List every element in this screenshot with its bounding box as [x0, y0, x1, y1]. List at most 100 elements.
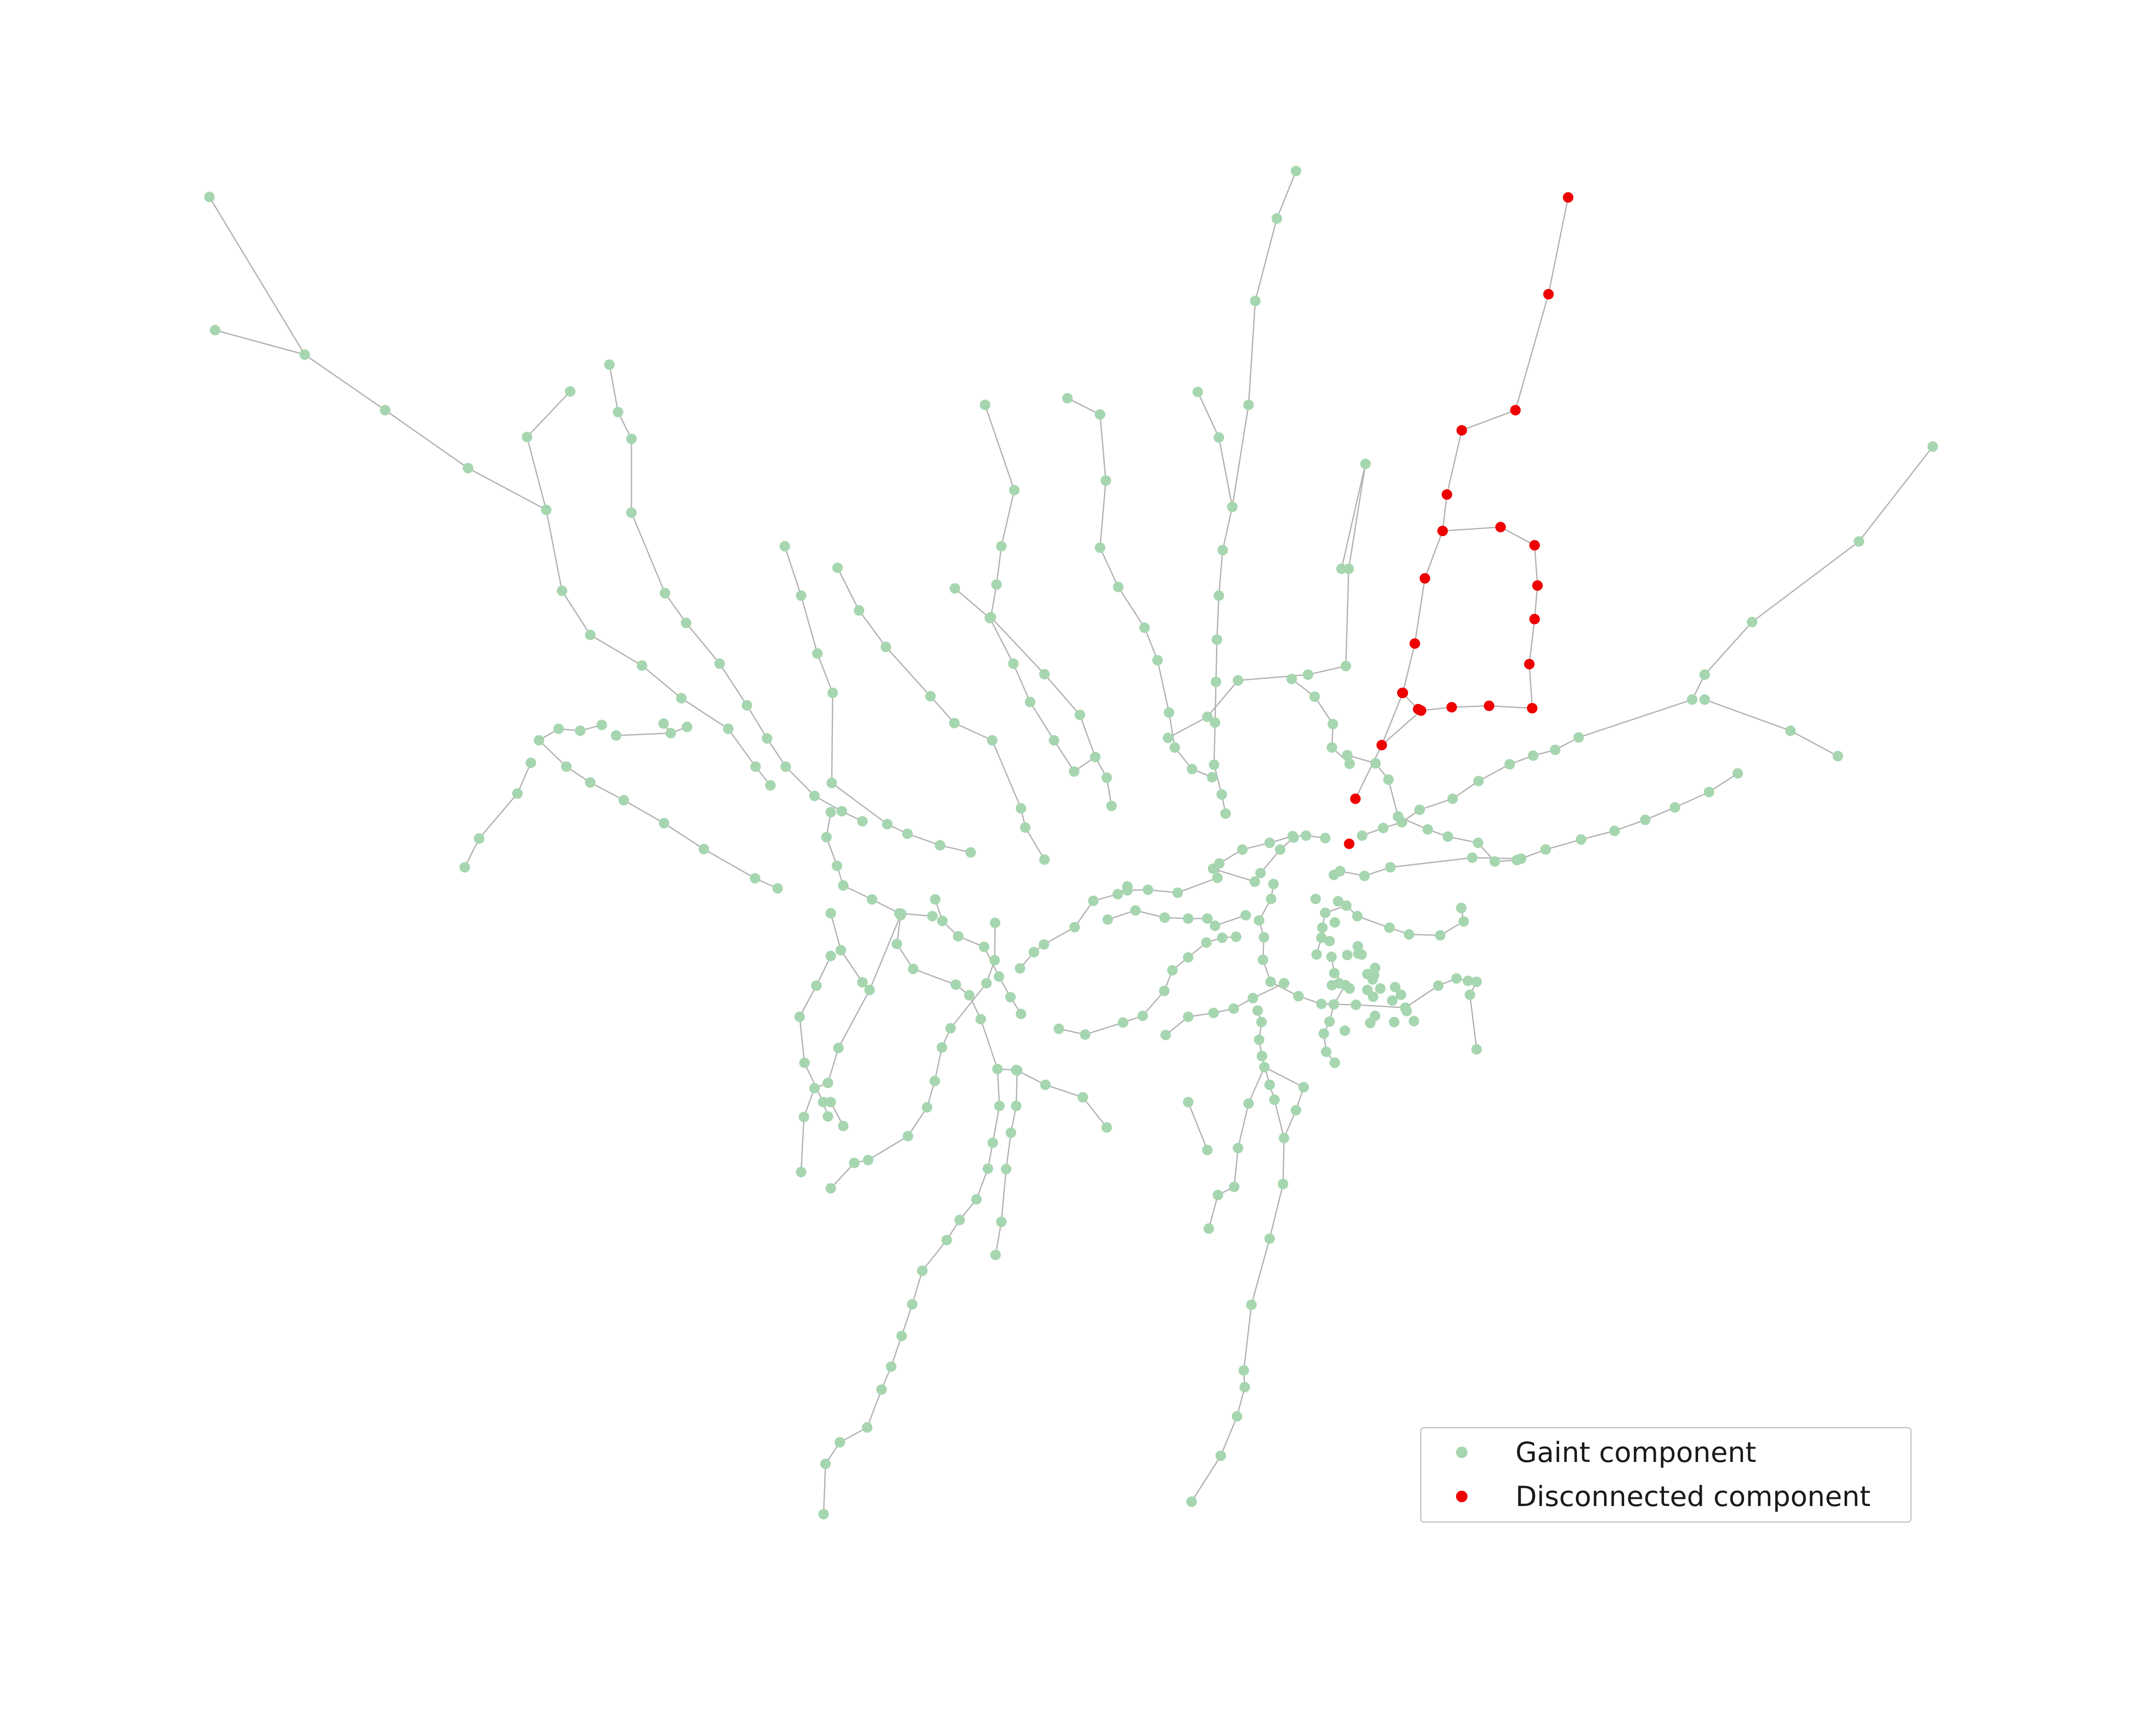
graph-edge: [1085, 1022, 1124, 1035]
giant-component-node: [1353, 941, 1363, 952]
giant-component-node: [1329, 968, 1340, 978]
disconnected-component-node: [1543, 289, 1554, 299]
giant-component-node: [1384, 922, 1395, 933]
graph-edge: [1177, 877, 1218, 894]
giant-component-node: [1137, 1011, 1148, 1021]
giant-component-node: [1186, 1496, 1197, 1507]
giant-component-node: [1258, 954, 1268, 965]
giant-component-node: [1268, 879, 1279, 889]
giant-component-node: [1401, 1006, 1412, 1016]
giant-component-node: [1465, 989, 1475, 1000]
graph-edge: [1243, 1304, 1252, 1371]
giant-component-node: [1359, 871, 1370, 881]
giant-component-node: [1341, 661, 1351, 671]
giant-component-node: [1344, 983, 1355, 994]
giant-component-node: [991, 579, 1002, 590]
giant-component-node: [1335, 866, 1345, 876]
giant-component-node: [1316, 932, 1327, 943]
graph-edge: [830, 913, 842, 951]
giant-component-node: [1326, 952, 1337, 962]
giant-component-node: [989, 955, 1000, 966]
giant-component-node: [941, 1235, 952, 1245]
graph-edge: [1250, 1238, 1271, 1305]
giant-component-node: [1160, 1030, 1171, 1040]
giant-component-node: [1333, 896, 1343, 907]
giant-component-node: [626, 507, 637, 518]
giant-component-node: [1227, 502, 1238, 512]
graph-edge: [1548, 197, 1569, 295]
giant-component-node: [1016, 803, 1026, 814]
giant-component-node: [1699, 694, 1710, 705]
graph-edge: [950, 983, 987, 1029]
giant-component-node: [1239, 1365, 1249, 1376]
giant-component-node: [210, 325, 220, 335]
giant-component-node: [1009, 485, 1020, 495]
giant-component-node: [863, 1155, 873, 1165]
graph-edge: [800, 1116, 805, 1173]
giant-component-node: [990, 1250, 1001, 1260]
giant-component-node: [1208, 1008, 1219, 1018]
giant-component-node: [619, 795, 629, 805]
giant-component-node: [1216, 1450, 1226, 1461]
giant-component-node: [832, 861, 842, 871]
graph-edge: [766, 738, 787, 767]
graph-edge: [1645, 806, 1675, 821]
giant-component-node: [796, 1167, 806, 1177]
giant-component-node: [1088, 896, 1099, 906]
giant-component-node: [1025, 697, 1035, 707]
giant-component-node: [796, 590, 806, 601]
graph-edge: [837, 989, 871, 1048]
graph-edge: [911, 1270, 923, 1305]
giant-component-node: [1833, 751, 1843, 761]
giant-component-node: [1443, 831, 1453, 842]
giant-component-node: [1106, 801, 1117, 811]
graph-edge: [996, 546, 1002, 585]
graph-edge: [921, 1240, 948, 1271]
giant-component-node: [1172, 887, 1183, 898]
graph-edge: [746, 705, 768, 739]
graph-edge: [1197, 391, 1220, 438]
giant-component-node: [857, 816, 868, 827]
graph-edge: [1082, 1097, 1108, 1128]
giant-component-node: [1118, 1017, 1128, 1028]
giant-component-node: [1927, 441, 1938, 452]
giant-component-node: [799, 1112, 809, 1122]
giant-component-node: [1008, 658, 1019, 669]
giant-component-node: [613, 407, 623, 417]
giant-component-node: [1212, 873, 1223, 883]
giant-component-node: [1101, 475, 1111, 486]
giant-component-node: [1288, 832, 1299, 843]
giant-component-node: [1183, 1097, 1193, 1107]
giant-component-node: [1272, 213, 1282, 224]
disconnected-component-node: [1529, 540, 1540, 551]
giant-component-node: [1375, 983, 1386, 994]
giant-component-node: [818, 1097, 828, 1107]
giant-component-node: [1504, 759, 1515, 770]
legend-label-giant: Gaint component: [1515, 1436, 1756, 1469]
giant-component-node: [1330, 1058, 1340, 1068]
graph-edge: [1446, 430, 1463, 495]
giant-component-node: [1232, 1411, 1242, 1422]
giant-component-node: [1049, 735, 1059, 746]
graph-edge: [1273, 1099, 1285, 1138]
giant-component-node: [557, 586, 567, 596]
graph-edge: [1528, 619, 1536, 665]
giant-component-node: [809, 1083, 820, 1093]
giant-component-node: [1243, 400, 1254, 410]
giant-component-node: [1321, 1046, 1331, 1057]
giant-component-node: [953, 931, 963, 942]
legend-marker-giant: [1456, 1447, 1468, 1458]
giant-component-node: [1317, 922, 1328, 933]
graph-edge: [1074, 900, 1094, 928]
giant-component-node: [1259, 932, 1269, 943]
giant-component-node: [1252, 1005, 1263, 1016]
graph-edge: [616, 732, 671, 736]
giant-component-node: [1130, 905, 1141, 916]
graph-edge: [527, 391, 571, 437]
giant-component-node: [1687, 694, 1697, 705]
graph-edge: [631, 512, 666, 594]
giant-component-node: [980, 400, 990, 410]
giant-component-node: [1490, 856, 1500, 867]
giant-component-node: [1095, 542, 1105, 553]
giant-component-node: [534, 735, 544, 746]
